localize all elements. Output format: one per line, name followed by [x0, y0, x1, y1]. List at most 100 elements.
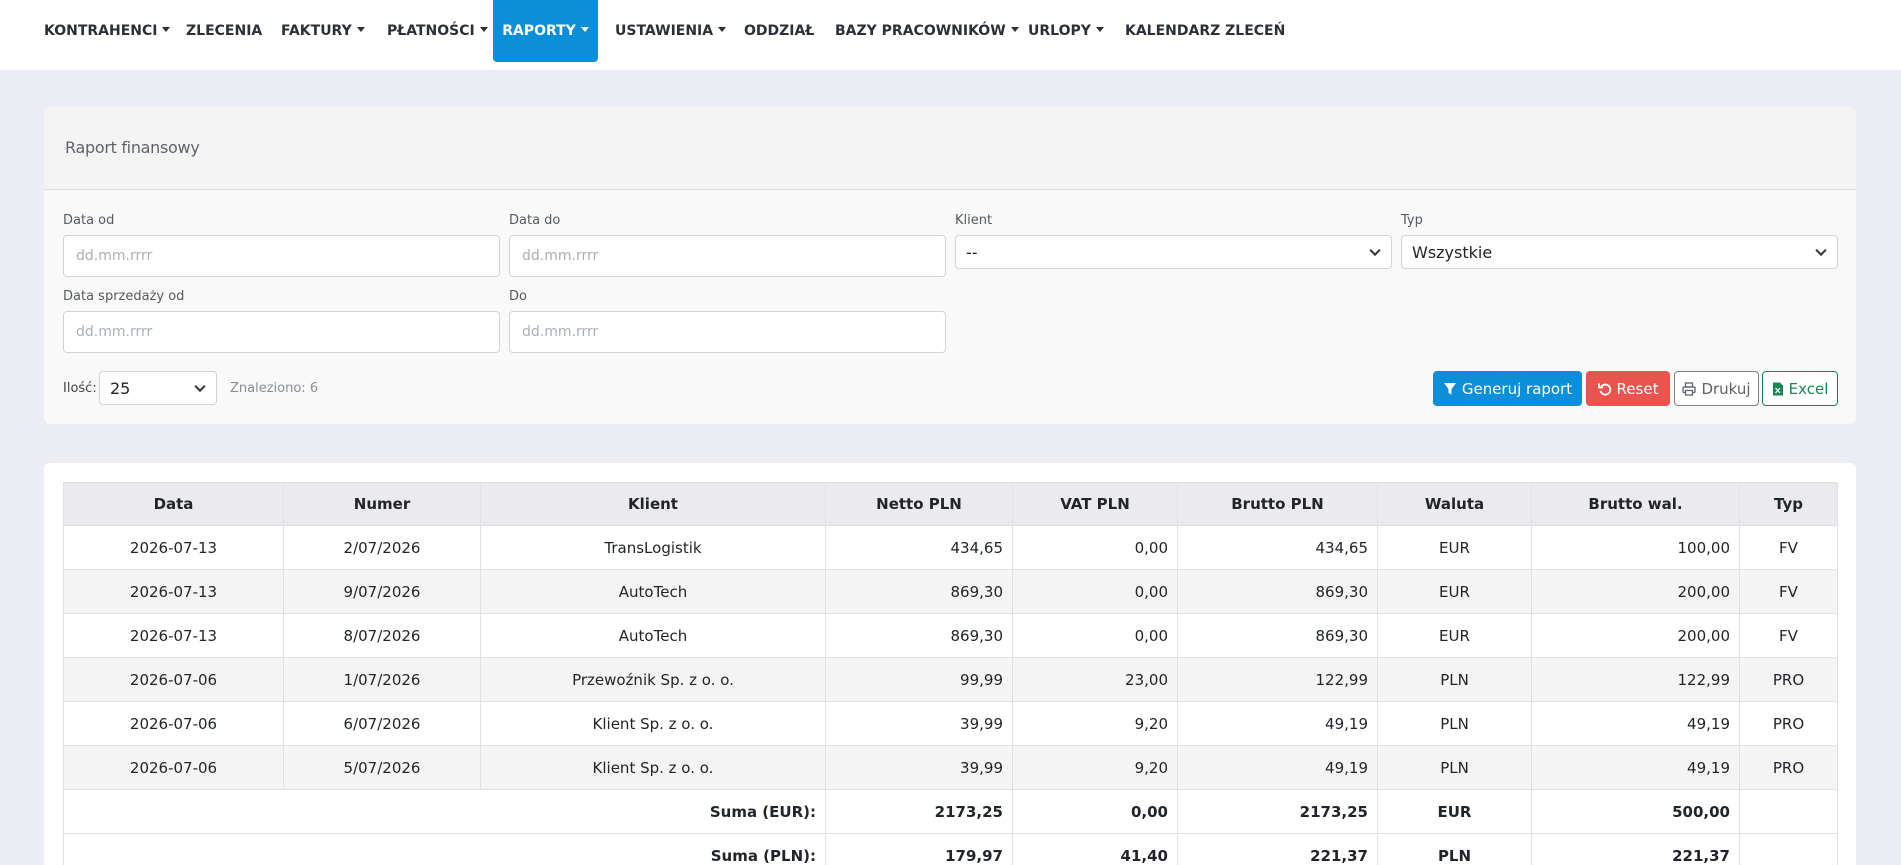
- sale-date-to-label: Do: [509, 289, 527, 304]
- cell-gross-pln: 49,19: [1177, 701, 1378, 746]
- nav-ustawienia-label: USTAWIENIA: [615, 23, 714, 39]
- cell-gross-pln: 122,99: [1177, 657, 1378, 702]
- column-header[interactable]: Netto PLN: [825, 482, 1013, 526]
- totals-row-pln: Suma (PLN): 179,97 41,40 221,37 PLN 221,…: [63, 833, 1838, 865]
- cell-client: AutoTech: [480, 569, 826, 614]
- cell-net-pln: 99,99: [825, 657, 1013, 702]
- cell-currency: EUR: [1377, 569, 1532, 614]
- reset-button[interactable]: Reset: [1586, 371, 1670, 406]
- nav-platnosci[interactable]: PŁATNOŚCI: [387, 0, 488, 62]
- total-gross-currency: 500,00: [1531, 789, 1740, 834]
- undo-icon: [1597, 383, 1611, 395]
- nav-kalendarz-zlecen[interactable]: KALENDARZ ZLECEŃ: [1125, 0, 1285, 62]
- cell-vat-pln: 0,00: [1012, 613, 1178, 658]
- print-label: Drukuj: [1701, 379, 1751, 398]
- cell-date: 2026-07-06: [63, 657, 284, 702]
- printer-icon: [1682, 381, 1697, 396]
- cell-currency: PLN: [1377, 657, 1532, 702]
- cell-gross-pln: 869,30: [1177, 613, 1378, 658]
- cell-date: 2026-07-06: [63, 745, 284, 790]
- print-button[interactable]: Drukuj: [1674, 371, 1759, 406]
- total-type-empty: [1739, 789, 1838, 834]
- report-table: Data Numer Klient Netto PLN VAT PLN Brut…: [63, 482, 1838, 865]
- excel-export-button[interactable]: Excel: [1762, 371, 1838, 406]
- cell-number: 6/07/2026: [283, 701, 481, 746]
- cell-gross-currency: 49,19: [1531, 701, 1740, 746]
- cell-number: 1/07/2026: [283, 657, 481, 702]
- nav-ustawienia[interactable]: USTAWIENIA: [615, 0, 727, 62]
- cell-gross-currency: 200,00: [1531, 613, 1740, 658]
- cell-gross-pln: 434,65: [1177, 525, 1378, 570]
- total-net-pln: 2173,25: [825, 789, 1013, 834]
- caret-down-icon: [356, 26, 365, 32]
- column-header[interactable]: Numer: [283, 482, 481, 526]
- cell-vat-pln: 0,00: [1012, 525, 1178, 570]
- caret-down-icon: [580, 26, 589, 32]
- excel-label: Excel: [1788, 379, 1829, 398]
- nav-kontrahenci[interactable]: KONTRAHENCI: [44, 0, 171, 62]
- nav-oddzial[interactable]: ODDZIAŁ: [744, 0, 814, 62]
- sale-date-to-placeholder: dd.mm.rrrr: [522, 324, 599, 340]
- cell-client: AutoTech: [480, 613, 826, 658]
- report-filter-card: Raport finansowy Data od dd.mm.rrrr Data…: [44, 107, 1856, 424]
- cell-net-pln: 869,30: [825, 613, 1013, 658]
- date-to-input[interactable]: dd.mm.rrrr: [509, 235, 946, 277]
- sale-date-from-input[interactable]: dd.mm.rrrr: [63, 311, 500, 353]
- cell-type: PRO: [1739, 745, 1838, 790]
- cell-currency: EUR: [1377, 613, 1532, 658]
- nav-urlopy[interactable]: URLOPY: [1028, 0, 1104, 62]
- nav-faktury-label: FAKTURY: [281, 23, 352, 39]
- card-header: Raport finansowy: [44, 107, 1856, 190]
- caret-down-icon: [162, 26, 171, 32]
- cell-number: 2/07/2026: [283, 525, 481, 570]
- generate-report-button[interactable]: Generuj raport: [1433, 371, 1582, 406]
- cell-vat-pln: 9,20: [1012, 745, 1178, 790]
- date-to-placeholder: dd.mm.rrrr: [522, 248, 599, 264]
- cell-net-pln: 869,30: [825, 569, 1013, 614]
- cell-type: FV: [1739, 569, 1838, 614]
- chevron-down-icon: [194, 380, 206, 393]
- cell-number: 5/07/2026: [283, 745, 481, 790]
- date-from-input[interactable]: dd.mm.rrrr: [63, 235, 500, 277]
- total-gross-pln: 221,37: [1177, 833, 1378, 865]
- column-header[interactable]: Data: [63, 482, 284, 526]
- table-row: 2026-07-13 9/07/2026 AutoTech 869,30 0,0…: [63, 569, 1838, 614]
- total-gross-pln: 2173,25: [1177, 789, 1378, 834]
- total-label: Suma (EUR):: [63, 789, 826, 834]
- total-currency: EUR: [1377, 789, 1532, 834]
- cell-number: 9/07/2026: [283, 569, 481, 614]
- cell-type: FV: [1739, 613, 1838, 658]
- client-select-value: --: [966, 242, 978, 262]
- nav-kontrahenci-label: KONTRAHENCI: [44, 23, 158, 39]
- cell-vat-pln: 0,00: [1012, 569, 1178, 614]
- total-vat-pln: 41,40: [1012, 833, 1178, 865]
- sale-date-from-placeholder: dd.mm.rrrr: [76, 324, 153, 340]
- type-label: Typ: [1401, 213, 1423, 228]
- nav-raporty[interactable]: RAPORTY: [493, 0, 598, 62]
- cell-gross-currency: 122,99: [1531, 657, 1740, 702]
- table-row: 2026-07-06 5/07/2026 Klient Sp. z o. o. …: [63, 745, 1838, 790]
- column-header[interactable]: VAT PLN: [1012, 482, 1178, 526]
- cell-vat-pln: 9,20: [1012, 701, 1178, 746]
- column-header[interactable]: Brutto PLN: [1177, 482, 1378, 526]
- cell-date: 2026-07-13: [63, 525, 284, 570]
- cell-vat-pln: 23,00: [1012, 657, 1178, 702]
- cell-gross-pln: 869,30: [1177, 569, 1378, 614]
- column-header[interactable]: Typ: [1739, 482, 1838, 526]
- table-header-row: Data Numer Klient Netto PLN VAT PLN Brut…: [63, 482, 1838, 526]
- nav-zlecenia-label: ZLECENIA: [186, 23, 263, 39]
- nav-faktury[interactable]: FAKTURY: [281, 0, 365, 62]
- column-header[interactable]: Brutto wal.: [1531, 482, 1740, 526]
- count-select[interactable]: 25: [99, 371, 217, 405]
- cell-type: PRO: [1739, 701, 1838, 746]
- nav-zlecenia[interactable]: ZLECENIA: [186, 0, 262, 62]
- column-header[interactable]: Klient: [480, 482, 826, 526]
- type-select[interactable]: Wszystkie: [1401, 235, 1838, 269]
- cell-date: 2026-07-13: [63, 613, 284, 658]
- cell-type: FV: [1739, 525, 1838, 570]
- report-table-card: Data Numer Klient Netto PLN VAT PLN Brut…: [44, 463, 1856, 865]
- column-header[interactable]: Waluta: [1377, 482, 1532, 526]
- sale-date-to-input[interactable]: dd.mm.rrrr: [509, 311, 946, 353]
- client-select[interactable]: --: [955, 235, 1392, 269]
- nav-bazy-pracownikow[interactable]: BAZY PRACOWNIKÓW: [835, 0, 1019, 62]
